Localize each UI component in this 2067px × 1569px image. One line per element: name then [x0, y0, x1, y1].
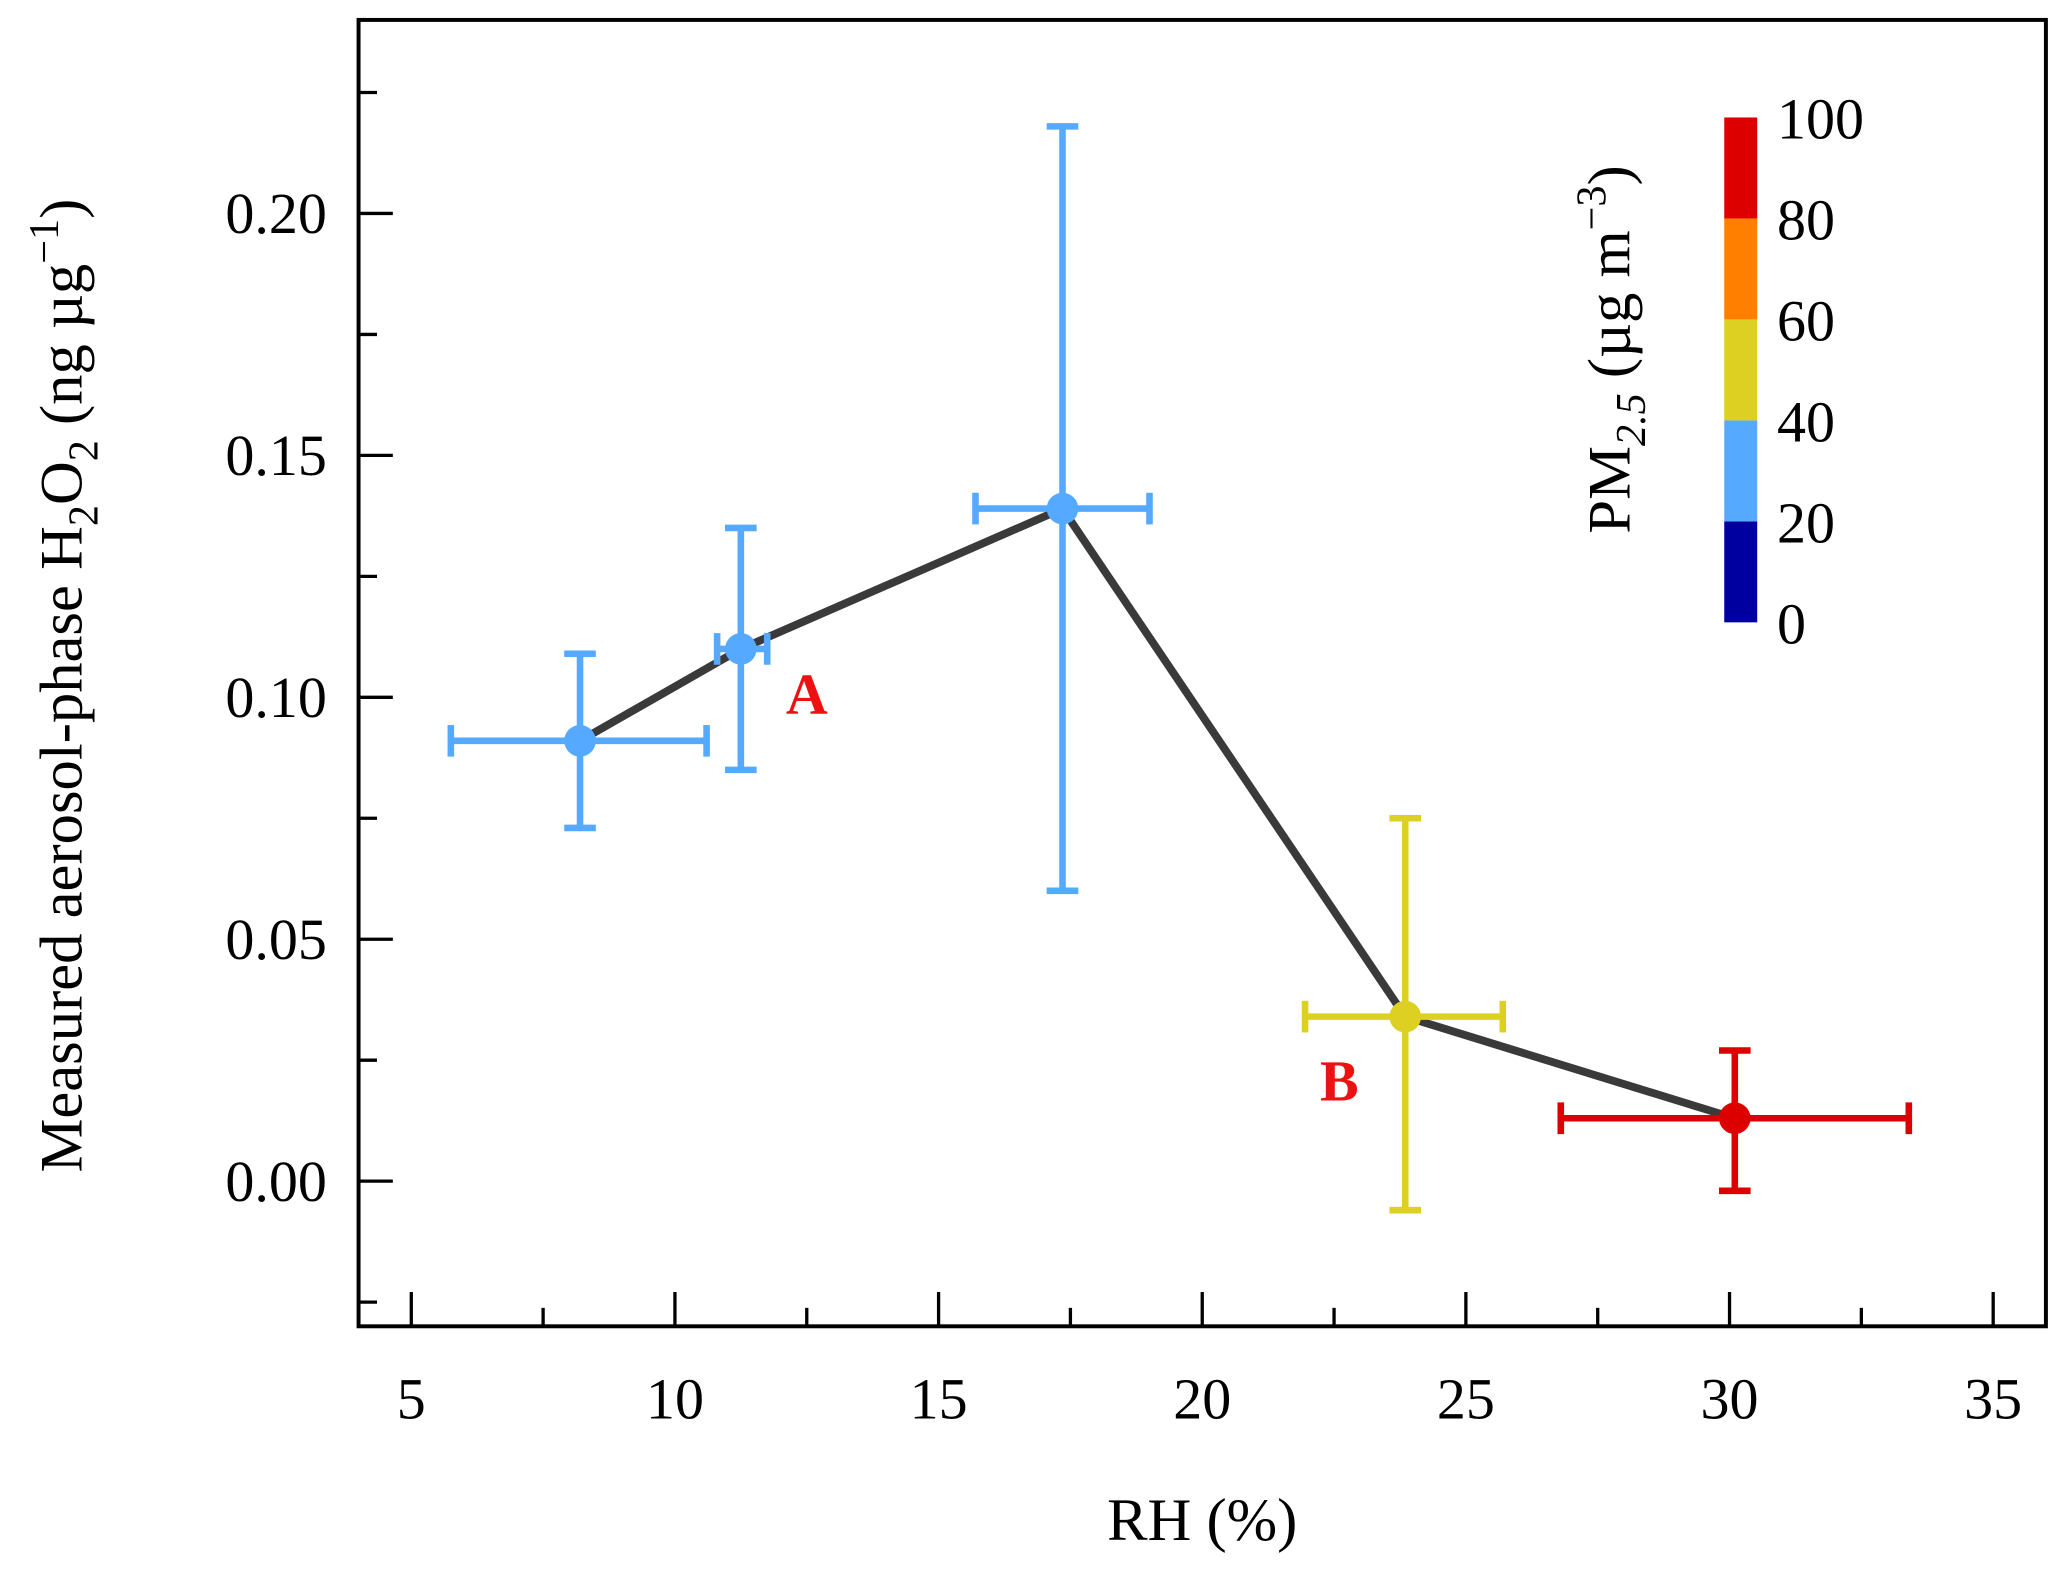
- x-tick-label: 30: [1701, 1367, 1759, 1432]
- data-point-group-2: [713, 524, 771, 774]
- data-point: [1046, 492, 1079, 525]
- y-axis-label: Measured aerosol-phase H2O2 (ng µg−1): [21, 199, 108, 1173]
- colorbar-tick-label: 100: [1777, 87, 1864, 152]
- colorbar-tick-label: 0: [1777, 591, 1806, 656]
- y-tick-label: 0.15: [225, 423, 327, 488]
- data-point: [564, 725, 596, 757]
- x-tick-label: 5: [397, 1367, 426, 1432]
- annotation-a: A: [786, 662, 828, 727]
- colorbar-bin: [1724, 218, 1758, 320]
- x-tick-label: 25: [1437, 1367, 1495, 1432]
- y-tick-label: 0.10: [225, 665, 327, 730]
- colorbar-bin: [1724, 117, 1758, 219]
- colorbar-tick-label: 80: [1777, 188, 1835, 253]
- connecting-line: [578, 504, 1736, 1123]
- data-series: AB: [447, 123, 1913, 1214]
- data-point: [1718, 1102, 1751, 1135]
- data-point-group-3: [972, 123, 1153, 895]
- colorbar-tick-label: 20: [1777, 490, 1835, 555]
- annotation-b: B: [1320, 1049, 1359, 1114]
- data-point-group-4: [1301, 814, 1507, 1214]
- x-axis-label: RH (%): [1107, 1487, 1297, 1554]
- data-point: [725, 633, 757, 665]
- x-tick-label: 20: [1173, 1367, 1231, 1432]
- y-tick-label: 0.00: [225, 1149, 327, 1214]
- data-point-group-1: [447, 650, 710, 832]
- colorbar-bin: [1724, 319, 1758, 421]
- colorbar-tick-label: 40: [1777, 389, 1835, 454]
- data-point-group-5: [1557, 1047, 1913, 1195]
- y-tick-label: 0.20: [225, 181, 327, 246]
- colorbar-tick-label: 60: [1777, 289, 1835, 354]
- colorbar-bin: [1724, 420, 1758, 522]
- colorbar-title: PM2.5 (µg m−3): [1569, 165, 1656, 533]
- y-tick-label: 0.05: [225, 907, 327, 972]
- colorbar-bin: [1724, 521, 1758, 623]
- x-tick-label: 15: [910, 1367, 968, 1432]
- axes: 5 10 15 20 25 30 35 0.00 0.05 0.10 0.15 0.20: [225, 17, 2048, 1432]
- data-point: [1389, 1000, 1422, 1033]
- colorbar: 0 20 40 60 80 100: [1724, 87, 1864, 656]
- x-tick-label: 35: [1964, 1367, 2022, 1432]
- x-tick-label: 10: [646, 1367, 704, 1432]
